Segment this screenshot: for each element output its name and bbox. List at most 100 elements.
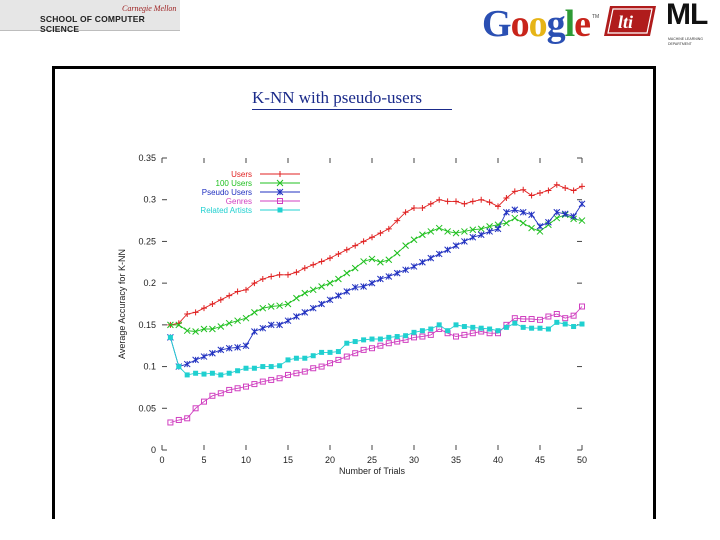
data-point bbox=[251, 308, 258, 316]
data-point bbox=[343, 288, 351, 295]
data-point bbox=[469, 233, 477, 241]
data-point bbox=[209, 392, 216, 399]
data-point bbox=[319, 349, 325, 355]
data-point bbox=[512, 320, 518, 326]
data-point bbox=[536, 223, 544, 230]
data-point bbox=[226, 370, 232, 376]
data-point bbox=[578, 217, 586, 224]
data-point bbox=[285, 271, 291, 278]
x-tick-label: 5 bbox=[201, 455, 206, 465]
cmu-name: Carnegie Mellon bbox=[122, 4, 177, 13]
legend-swatch bbox=[260, 171, 300, 177]
data-point bbox=[486, 223, 493, 230]
title-underline bbox=[252, 109, 452, 110]
x-tick-label: 10 bbox=[241, 455, 251, 465]
series-4 bbox=[167, 319, 585, 378]
y-tick-label: 0.3 bbox=[143, 195, 156, 205]
cmu-logo: Carnegie Mellon SCHOOL OF COMPUTER SCIEN… bbox=[0, 0, 180, 34]
data-point bbox=[419, 333, 426, 340]
data-point bbox=[368, 279, 376, 287]
data-point bbox=[477, 225, 485, 233]
data-point bbox=[301, 289, 309, 297]
data-point bbox=[277, 363, 283, 369]
data-point bbox=[393, 249, 401, 257]
data-point bbox=[537, 190, 543, 197]
data-point bbox=[259, 324, 267, 332]
legend-label: Users bbox=[231, 170, 252, 179]
google-letter: G bbox=[482, 3, 512, 45]
data-point bbox=[536, 228, 544, 235]
data-point bbox=[553, 214, 561, 222]
slide-frame bbox=[52, 66, 656, 519]
data-point bbox=[226, 292, 233, 299]
x-tick-label: 15 bbox=[283, 455, 293, 465]
data-point bbox=[495, 203, 501, 210]
data-point bbox=[301, 368, 308, 375]
data-point bbox=[285, 371, 291, 378]
data-point bbox=[494, 225, 502, 233]
data-point bbox=[520, 186, 527, 193]
data-point bbox=[503, 195, 510, 202]
ml-logo: ML MACHINE LEARNING DEPARTMENT bbox=[666, 0, 716, 50]
data-point bbox=[528, 224, 535, 232]
data-point bbox=[225, 319, 233, 327]
data-point bbox=[562, 315, 569, 322]
data-point bbox=[436, 322, 442, 328]
data-point bbox=[167, 419, 174, 426]
data-point bbox=[571, 324, 577, 330]
data-point bbox=[201, 371, 207, 377]
data-point bbox=[578, 200, 586, 208]
data-point bbox=[293, 370, 300, 377]
google-letter: g bbox=[546, 3, 566, 45]
data-point bbox=[360, 258, 367, 265]
data-point bbox=[452, 242, 460, 249]
data-point bbox=[529, 325, 535, 331]
data-point bbox=[579, 303, 585, 310]
data-point bbox=[562, 185, 569, 192]
data-point bbox=[352, 339, 358, 345]
data-point bbox=[579, 183, 585, 190]
series-line bbox=[170, 306, 583, 423]
data-point bbox=[310, 353, 316, 359]
data-point bbox=[259, 275, 266, 282]
data-point bbox=[225, 344, 233, 352]
x-tick-label: 0 bbox=[159, 455, 164, 465]
data-point bbox=[260, 364, 266, 370]
data-point bbox=[209, 370, 215, 376]
data-point bbox=[385, 256, 393, 264]
data-point bbox=[200, 325, 208, 333]
data-point bbox=[402, 266, 409, 274]
data-point bbox=[511, 188, 518, 195]
data-point bbox=[553, 311, 560, 318]
data-point bbox=[394, 334, 400, 340]
data-point bbox=[343, 246, 350, 253]
data-point bbox=[184, 311, 191, 318]
data-point bbox=[427, 331, 434, 338]
data-point bbox=[318, 363, 325, 370]
cmu-school-name: SCHOOL OF COMPUTER SCIENCE bbox=[40, 14, 145, 34]
google-letter: o bbox=[528, 3, 548, 45]
data-point bbox=[561, 210, 569, 218]
data-point bbox=[411, 329, 417, 335]
data-point bbox=[368, 255, 376, 263]
data-point bbox=[377, 275, 384, 283]
data-point bbox=[419, 205, 426, 212]
data-point bbox=[377, 230, 384, 237]
data-point bbox=[453, 322, 459, 328]
y-tick-label: 0.1 bbox=[143, 362, 156, 372]
data-point bbox=[486, 199, 493, 206]
data-point bbox=[352, 350, 359, 357]
legend-label: Related Artists bbox=[200, 206, 252, 215]
data-point bbox=[444, 246, 451, 254]
legend-swatch bbox=[260, 188, 300, 196]
data-point bbox=[519, 219, 527, 227]
data-point bbox=[377, 336, 383, 342]
data-point bbox=[511, 206, 519, 214]
data-point bbox=[243, 286, 249, 293]
legend-swatch bbox=[260, 179, 300, 187]
data-point bbox=[293, 294, 300, 302]
data-point bbox=[495, 328, 501, 334]
legend-label: 100 Users bbox=[216, 179, 252, 188]
data-point bbox=[234, 317, 241, 325]
data-point bbox=[537, 325, 543, 331]
